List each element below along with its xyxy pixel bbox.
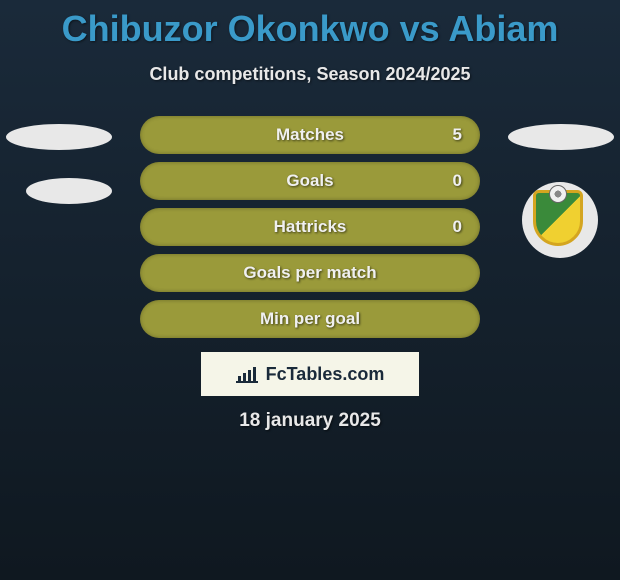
stat-row-min-per-goal: Min per goal [140,300,480,338]
chart-icon [236,365,258,383]
stat-value-right: 0 [453,171,462,191]
subtitle: Club competitions, Season 2024/2025 [0,64,620,85]
stat-value-right: 0 [453,217,462,237]
player1-photo-placeholder-1 [6,124,112,150]
stat-label: Goals per match [243,263,376,283]
stat-label: Goals [286,171,333,191]
stats-container: Matches 5 Goals 0 Hattricks 0 Goals per … [140,116,480,346]
player2-photo-placeholder [508,124,614,150]
stat-label: Matches [276,125,344,145]
brand-box[interactable]: FcTables.com [201,352,419,396]
club-crest-icon [533,190,587,250]
stat-row-goals-per-match: Goals per match [140,254,480,292]
date-label: 18 january 2025 [0,410,620,432]
stat-value-right: 5 [453,125,462,145]
stat-label: Hattricks [274,217,347,237]
club-badge [522,182,598,258]
brand-label: FcTables.com [266,364,385,385]
player1-photo-placeholder-2 [26,178,112,204]
stat-row-matches: Matches 5 [140,116,480,154]
stat-label: Min per goal [260,309,360,329]
stat-row-hattricks: Hattricks 0 [140,208,480,246]
page-title: Chibuzor Okonkwo vs Abiam [0,0,620,50]
stat-row-goals: Goals 0 [140,162,480,200]
